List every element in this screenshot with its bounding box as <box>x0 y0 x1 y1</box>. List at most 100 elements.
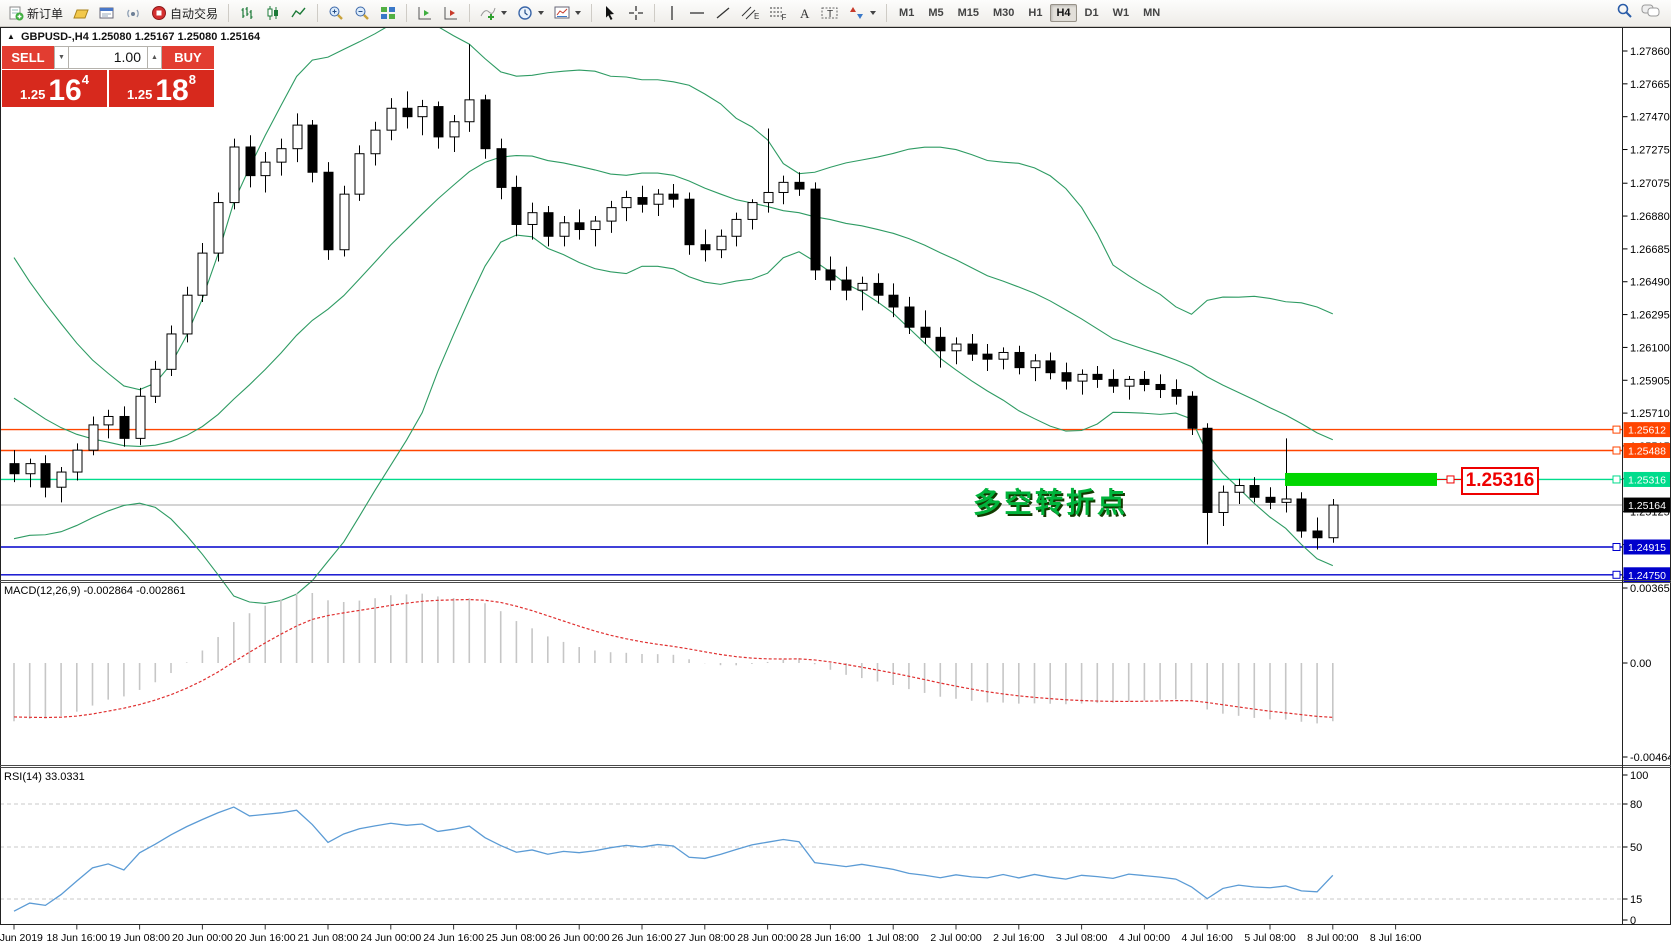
sell-price-display[interactable]: 1.25 16 4 <box>2 70 107 107</box>
market-watch-button[interactable] <box>95 2 119 25</box>
macd-pane: 0.003658 0.00 -0.004645 MACD(12,26,9) -0.00… <box>4 583 1671 764</box>
svg-text:1.27860: 1.27860 <box>1630 46 1670 58</box>
timeframe-h1-button[interactable]: H1 <box>1028 7 1043 19</box>
buy-price-display[interactable]: 1.25 18 8 <box>109 70 214 107</box>
auto-scroll-button[interactable] <box>413 2 437 25</box>
cursor-button[interactable] <box>598 2 622 25</box>
equidistant-channel-button[interactable]: E <box>737 2 763 25</box>
vertical-line-tool-button[interactable] <box>661 2 683 25</box>
symbol-ohlc-header: ▲ GBPUSD-,H4 1.25080 1.25167 1.25080 1.2… <box>7 31 260 43</box>
timeframe-m5-button[interactable]: M5 <box>928 7 944 19</box>
timeframe-h4-button[interactable]: H4 <box>1050 4 1077 22</box>
signals-icon <box>125 5 141 21</box>
signals-button[interactable] <box>121 2 145 25</box>
timeframe-m30-button[interactable]: M30 <box>993 7 1015 19</box>
volume-decrease-button[interactable]: ▼ <box>54 46 69 69</box>
zoom-in-icon <box>328 5 344 21</box>
timeframe-w1-button[interactable]: W1 <box>1112 7 1130 19</box>
volume-input[interactable]: 1.00 <box>69 46 147 69</box>
templates-button[interactable] <box>550 2 585 25</box>
arrows-icon <box>849 5 865 21</box>
chat-icon[interactable] <box>1641 3 1661 24</box>
sell-price-pips: 16 <box>48 74 82 107</box>
indicators-icon <box>480 5 496 21</box>
chart-shift-button[interactable] <box>439 2 463 25</box>
timeframe-m1-button[interactable]: M1 <box>899 7 915 19</box>
buy-price-point: 8 <box>188 72 196 87</box>
chart-annotations <box>1285 425 1621 579</box>
svg-text:5 Jul 08:00: 5 Jul 08:00 <box>1244 932 1296 944</box>
autotrade-button[interactable]: 自动交易 <box>147 2 222 25</box>
dropdown-caret-icon <box>870 11 877 15</box>
svg-text:1.25710: 1.25710 <box>1630 408 1670 420</box>
svg-text:20 Jun 16:00: 20 Jun 16:00 <box>235 932 296 944</box>
zoom-out-button[interactable] <box>350 2 374 25</box>
price-axis[interactable]: 1.27860 1.27665 1.27470 1.27275 1.27075 1.268… <box>1622 46 1671 584</box>
chart-profile-button[interactable] <box>69 2 93 25</box>
line-chart-button[interactable] <box>287 2 311 25</box>
line-handle <box>1612 570 1621 579</box>
timeframe-d1-button[interactable]: D1 <box>1084 7 1099 19</box>
svg-text:0.003658: 0.003658 <box>1630 583 1671 595</box>
zoom-in-button[interactable] <box>324 2 348 25</box>
templates-icon <box>554 5 570 21</box>
new-order-button[interactable]: 新订单 <box>4 2 67 25</box>
toolbar-separator <box>886 4 888 22</box>
line-handle <box>1612 475 1621 484</box>
svg-text:8 Jul 16:00: 8 Jul 16:00 <box>1370 932 1422 944</box>
svg-text:1.27665: 1.27665 <box>1630 79 1670 91</box>
axis-label-1.25316 <box>1623 471 1671 487</box>
svg-text:1.26685: 1.26685 <box>1630 244 1670 256</box>
svg-text:24 Jun 00:00: 24 Jun 00:00 <box>360 932 421 944</box>
svg-text:18 Jun 2019: 18 Jun 2019 <box>0 932 43 944</box>
arrows-tool-button[interactable] <box>845 2 880 25</box>
timeframe-m15-button[interactable]: M15 <box>957 7 979 19</box>
svg-text:21 Jun 08:00: 21 Jun 08:00 <box>298 932 359 944</box>
highlight-zone-rect[interactable] <box>1285 472 1437 486</box>
toolbar-separator <box>228 4 230 22</box>
text-tool-button[interactable]: A <box>793 2 815 25</box>
sell-button[interactable]: SELL <box>2 46 54 69</box>
channel-icon: E <box>741 5 759 21</box>
buy-button[interactable]: BUY <box>162 46 214 69</box>
periods-button[interactable] <box>513 2 548 25</box>
horizontal-line-tool-button[interactable] <box>685 2 709 25</box>
svg-text:8 Jul 00:00: 8 Jul 00:00 <box>1307 932 1359 944</box>
svg-text:27 Jun 08:00: 27 Jun 08:00 <box>674 932 735 944</box>
svg-text:E: E <box>754 12 759 21</box>
svg-text:100: 100 <box>1630 770 1648 782</box>
horizontal-line-icon <box>689 5 705 21</box>
dropdown-caret-icon <box>538 11 545 15</box>
indicators-button[interactable] <box>476 2 511 25</box>
svg-text:1 Jul 08:00: 1 Jul 08:00 <box>868 932 920 944</box>
svg-text:28 Jun 16:00: 28 Jun 16:00 <box>800 932 861 944</box>
svg-text:18 Jun 16:00: 18 Jun 16:00 <box>46 932 107 944</box>
svg-text:1.26100: 1.26100 <box>1630 342 1670 354</box>
toolbar-separator <box>406 4 408 22</box>
price-callout-label[interactable]: 1.25316 <box>1461 467 1539 496</box>
search-icon[interactable] <box>1616 2 1633 24</box>
svg-text:T: T <box>827 9 833 20</box>
volume-increase-button[interactable]: ▲ <box>147 46 162 69</box>
toolbar-separator <box>469 4 471 22</box>
fibonacci-tool-button[interactable]: F <box>765 2 791 25</box>
bar-chart-button[interactable] <box>235 2 259 25</box>
fibonacci-icon: F <box>769 5 787 21</box>
svg-text:1.25905: 1.25905 <box>1630 375 1670 387</box>
trendline-tool-button[interactable] <box>711 2 735 25</box>
svg-text:4 Jul 16:00: 4 Jul 16:00 <box>1182 932 1234 944</box>
text-label-tool-button[interactable]: T <box>817 2 843 25</box>
svg-text:1.24915: 1.24915 <box>1628 542 1666 554</box>
tile-windows-button[interactable] <box>376 2 400 25</box>
svg-text:0.00: 0.00 <box>1630 658 1651 670</box>
svg-text:1.25316: 1.25316 <box>1628 474 1666 486</box>
tile-windows-icon <box>380 5 396 21</box>
crosshair-button[interactable] <box>624 2 648 25</box>
sell-price-point: 4 <box>81 72 89 87</box>
svg-text:1.27470: 1.27470 <box>1630 112 1670 124</box>
timeframe-mn-button[interactable]: MN <box>1143 7 1161 19</box>
candlestick-button[interactable] <box>261 2 285 25</box>
rsi-label: RSI(14) 33.0331 <box>4 771 85 783</box>
